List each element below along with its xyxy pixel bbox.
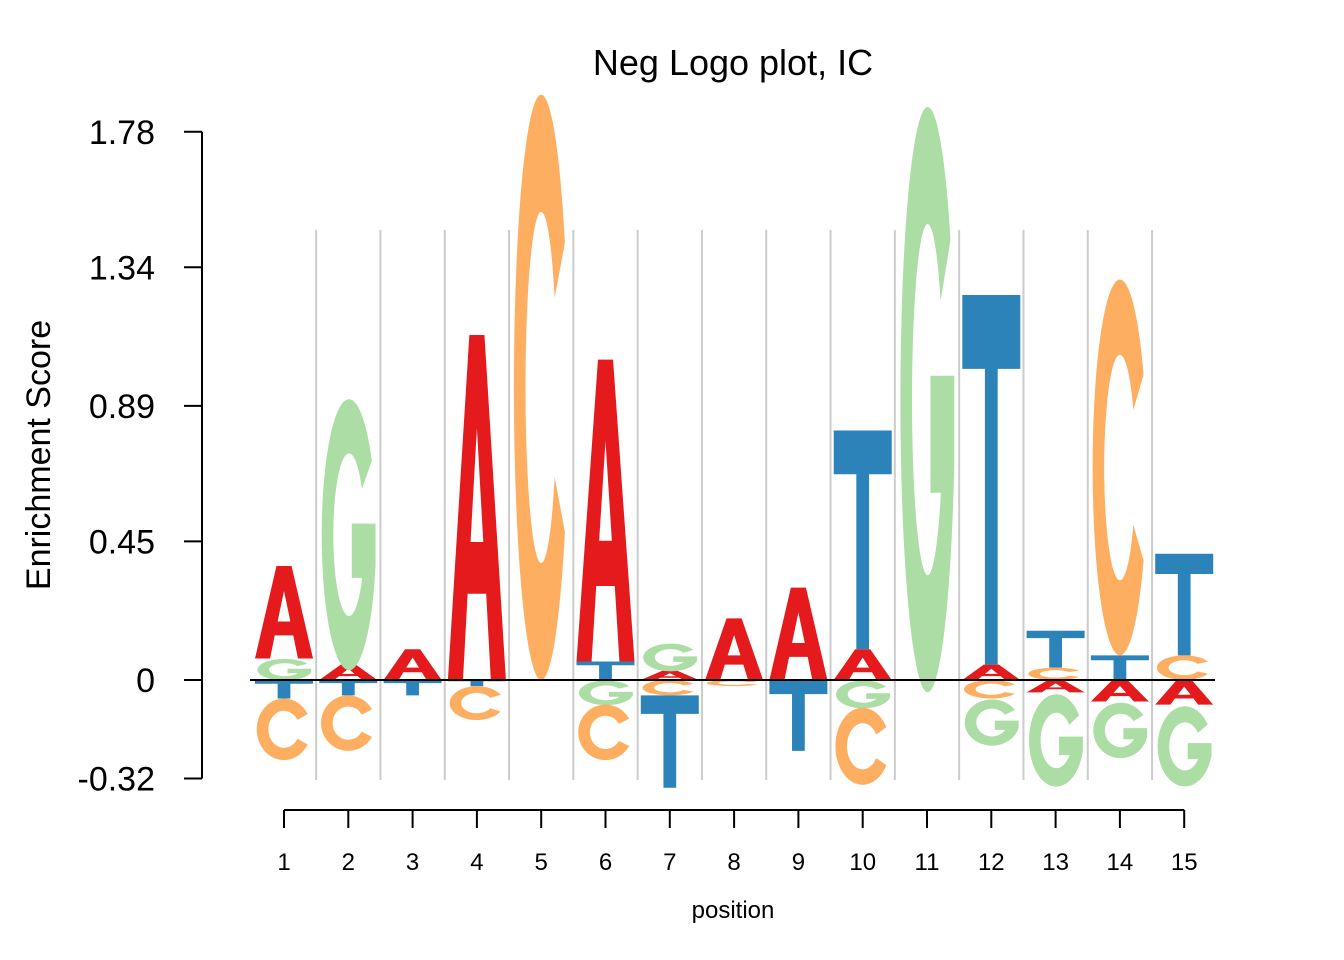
logo-letter-C [642,680,694,696]
x-tick-label: 15 [1171,849,1198,876]
logo-letter-A [833,649,892,680]
logo-letter-A [769,587,828,680]
x-tick-label: 12 [978,849,1005,876]
logo-letter-A [1155,680,1214,705]
x-tick-label: 3 [406,849,419,876]
logo-letter-G [1157,706,1212,787]
x-tick-label: 4 [470,849,483,876]
logo-letter-G [257,658,312,681]
y-axis-label: Enrichment Score [20,320,58,590]
x-tick-label: 11 [915,849,940,876]
x-tick-label: 5 [535,849,548,876]
logo-letter-C [256,698,308,761]
x-axis-label: position [692,897,775,924]
logo-letter-T [769,680,828,751]
logo-letter-A [319,664,378,680]
x-tick-label: 13 [1042,849,1069,876]
logo-letter-T [383,680,442,696]
logo-letter-C [321,695,372,751]
x-tick-label: 14 [1107,849,1134,876]
logo-letter-A [255,566,313,659]
y-tick-label: 1.78 [89,114,155,152]
logo-letter-T [255,680,313,699]
logo-letter-A [447,335,506,680]
logo-letters [250,94,1215,788]
logo-letter-T [1155,553,1214,656]
y-tick-label: -0.32 [78,761,156,799]
logo-letter-A [640,670,699,680]
logo-letter-A [383,649,442,680]
x-tick-label: 2 [342,849,355,876]
x-tick-label: 10 [849,849,876,876]
logo-letter-G [964,699,1019,746]
logo-letter-T [1090,655,1149,680]
x-tick-label: 7 [663,849,676,876]
x-tick-label: 8 [727,849,740,876]
logo-letter-T [447,680,506,687]
logo-letter-G [1029,694,1083,787]
y-tick-label: 0.45 [89,523,155,561]
logo-letter-A [705,618,764,680]
logo-letter-T [319,680,378,696]
logo-letter-C [513,94,565,680]
logo-letter-C [835,707,887,785]
logo-letter-G [643,643,698,672]
logo-letter-C [1157,655,1208,680]
logo-letter-T [962,295,1021,665]
logo-letter-G [321,399,376,671]
x-tick-label: 1 [277,849,290,876]
position-separators [315,230,1154,780]
logo-letter-G [836,680,890,709]
logo-letter-T [576,661,635,680]
x-tick-label: 6 [599,849,612,876]
logo-letter-T [833,430,892,650]
logo-letter-A [962,664,1021,680]
logo-letter-A [1026,680,1085,693]
y-axis: 1.78 1.34 0.89 0.45 0 -0.32 [78,114,203,799]
logo-letter-G [1093,702,1148,759]
logo-letter-T [640,695,699,788]
logo-letter-C [706,680,758,687]
logo-letter-C [578,704,630,761]
x-axis: 1 2 3 4 5 6 7 8 9 10 11 12 13 14 15 [277,809,1198,876]
logo-letter-A [576,359,635,662]
logo-letter-C [449,686,501,720]
logo-letter-G [900,107,955,693]
chart-title: Neg Logo plot, IC [593,42,873,83]
y-tick-label: 0 [136,662,155,700]
y-tick-label: 1.34 [89,249,155,287]
logo-letter-G [578,680,633,706]
x-tick-label: 9 [792,849,805,876]
logo-letter-C [1028,667,1080,680]
y-tick-label: 0.89 [89,388,155,426]
logo-letter-T [1026,630,1085,668]
logo-letter-A [1090,680,1149,702]
logo-letter-C [1092,279,1144,656]
logo-letter-C [964,680,1015,699]
